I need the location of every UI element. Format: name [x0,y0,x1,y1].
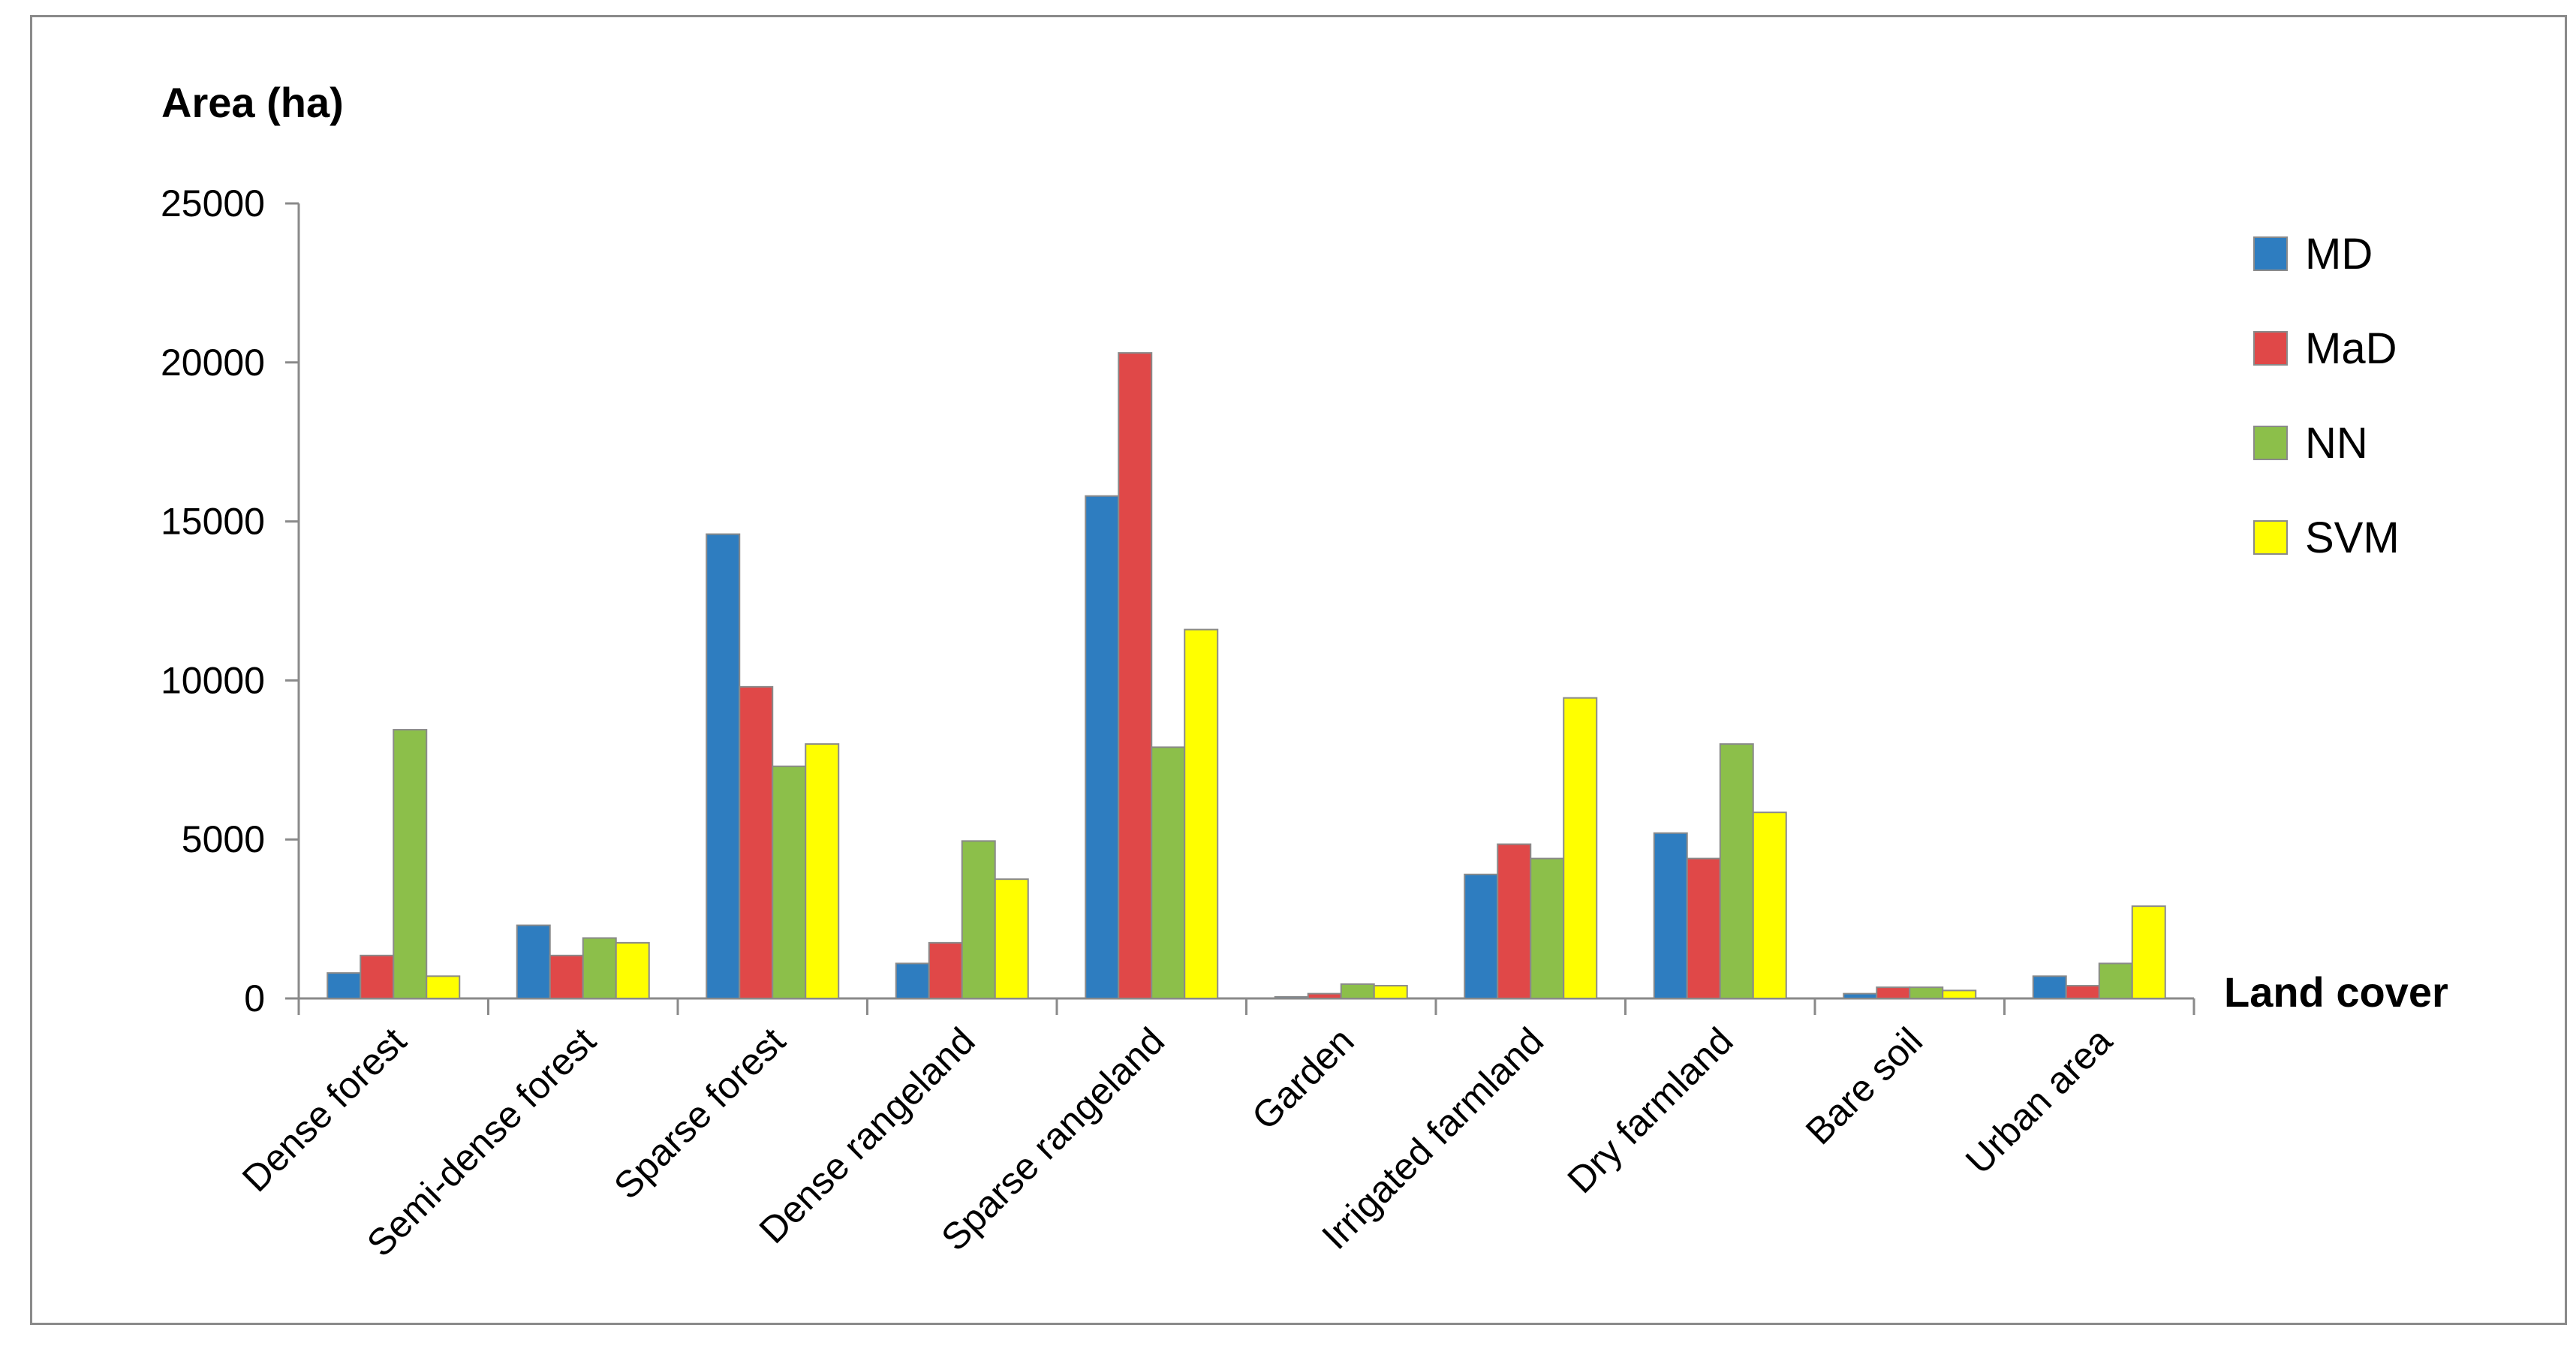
bar-svm [426,975,461,1000]
bar-md [706,533,741,999]
bar-md [2032,975,2067,1000]
bar-md [895,962,930,1000]
x-axis-title: Land cover [2224,968,2448,1016]
chart-frame: Area (ha) Land cover 0 5000 10000 15000 2000… [30,15,2567,1325]
legend: MD MaD NN SVM [2253,230,2400,562]
x-tick-label: Dense forest [234,1019,414,1200]
x-tick-label: Sparse forest [606,1019,793,1207]
bar-md [1085,495,1120,999]
x-tick-label: Garden [1244,1019,1362,1138]
bar-mad [1118,352,1153,1000]
bar-svm [1942,989,1977,1000]
bar-svm [1752,812,1787,999]
y-tick-label: 0 [244,977,265,1019]
bar-nn [1340,983,1375,999]
legend-swatch-md [2253,236,2288,271]
y-tick-label: 15000 [161,501,265,543]
bar-mad [1497,843,1532,999]
bar-md [1464,873,1499,1000]
x-tick-label: Bare soil [1798,1019,1930,1152]
bar-svm [615,941,650,999]
legend-label-svm: SVM [2305,513,2400,562]
bar-mad [549,954,584,999]
bar-nn [1909,986,1944,999]
y-tick-label: 25000 [161,182,265,224]
axes [285,202,2195,1015]
bar-mad [928,941,963,999]
bar-chart: Area (ha) Land cover 0 5000 10000 15000 2000… [161,79,2448,1265]
y-tick-label: 5000 [182,818,265,860]
bar-md [327,972,362,1000]
legend-label-md: MD [2305,230,2373,279]
bar-svm [994,878,1029,1000]
bars [327,352,2166,1000]
y-tick-labels: 0 5000 10000 15000 20000 25000 [161,182,265,1019]
legend-label-nn: NN [2305,419,2368,468]
legend-swatch-svm [2253,520,2288,555]
x-tick-label: Dry farmland [1560,1019,1741,1201]
bar-nn [772,765,807,999]
bar-md [1274,995,1309,999]
legend-swatch-mad [2253,331,2288,366]
x-tick-label: Urban area [1958,1019,2120,1182]
y-tick-label: 10000 [161,659,265,701]
bar-svm [1184,628,1219,1000]
bar-svm [1563,697,1598,999]
bar-nn [1719,743,1754,999]
bar-svm [805,743,840,999]
bar-mad [360,954,395,999]
bar-mad [1876,986,1911,999]
bar-mad [1686,857,1721,999]
bar-md [1843,992,1878,999]
bar-svm [1373,985,1408,1000]
bar-nn [1151,746,1186,1000]
bar-mad [2065,985,2100,1000]
bar-nn [1530,857,1565,999]
legend-label-mad: MaD [2305,324,2397,373]
bar-mad [739,685,774,999]
y-axis-title: Area (ha) [161,79,344,126]
y-tick-label: 20000 [161,342,265,384]
bar-nn [393,729,428,999]
bar-nn [582,937,617,999]
bar-mad [1307,992,1342,999]
bar-nn [961,840,996,999]
bar-md [1653,832,1688,1000]
bar-nn [2098,962,2133,1000]
legend-swatch-nn [2253,426,2288,460]
bar-svm [2131,905,2166,1000]
bar-md [516,924,551,1000]
